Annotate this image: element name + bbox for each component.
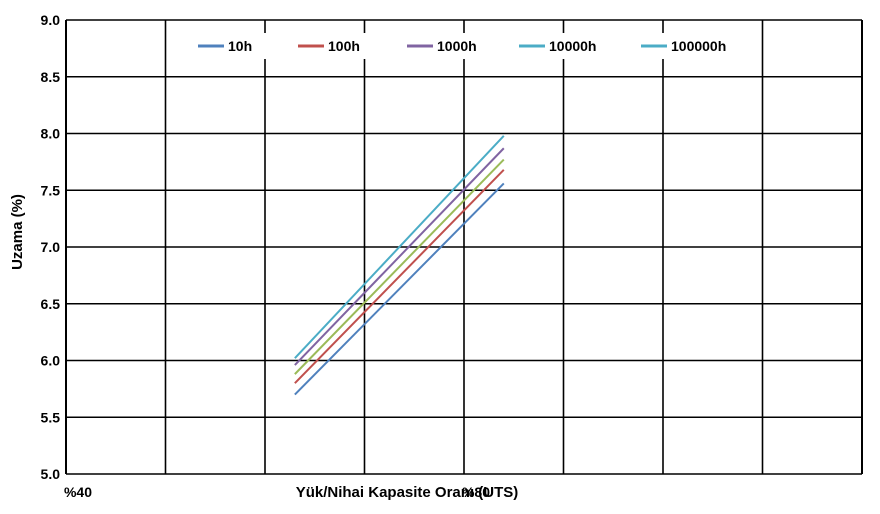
y-tick-label: 5.5 [41, 409, 61, 425]
y-tick-label: 7.0 [41, 239, 61, 255]
y-tick-label: 9.0 [41, 12, 61, 28]
y-tick-labels: 5.0 5.5 6.0 6.5 7.0 7.5 8.0 8.5 9.0 [41, 12, 61, 482]
legend-label: 100h [328, 38, 360, 54]
y-tick-label: 8.5 [41, 69, 61, 85]
y-tick-label: 6.0 [41, 353, 61, 369]
series-line [294, 135, 505, 359]
grid [65, 19, 863, 475]
legend: 10h 100h 1000h 10000h 100000h [190, 33, 750, 59]
series-line [294, 158, 505, 375]
series-line [294, 169, 505, 384]
legend-label: 10000h [549, 38, 596, 54]
x-tick-labels: %40 %80 [64, 484, 490, 500]
series-lines [294, 135, 505, 396]
series-line [294, 147, 505, 366]
y-tick-label: 5.0 [41, 466, 61, 482]
legend-label: 10h [228, 38, 252, 54]
y-axis-title: Uzama (%) [9, 194, 26, 270]
x-tick-label: %40 [64, 484, 92, 500]
series-line [294, 182, 505, 396]
legend-label: 1000h [437, 38, 477, 54]
x-tick-label: %80 [462, 484, 490, 500]
y-tick-label: 7.5 [41, 182, 61, 198]
y-tick-label: 8.0 [41, 126, 61, 142]
y-tick-label: 6.5 [41, 296, 61, 312]
legend-label: 100000h [671, 38, 726, 54]
x-axis-title: Yük/Nihai Kapasite Oranı (UTS) [296, 484, 519, 501]
